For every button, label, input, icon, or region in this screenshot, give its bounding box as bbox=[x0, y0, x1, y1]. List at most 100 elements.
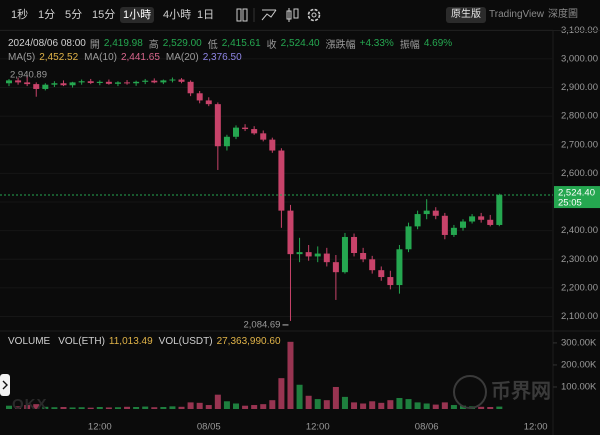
volume-bar bbox=[60, 407, 67, 409]
candle-body bbox=[233, 127, 239, 137]
candle-body bbox=[332, 262, 339, 273]
candle-body bbox=[223, 136, 230, 147]
draw-icon[interactable] bbox=[261, 9, 277, 21]
ma-value: 2,452.52 bbox=[39, 51, 79, 63]
view-tab[interactable]: TradingView bbox=[489, 9, 545, 20]
volume-bar bbox=[69, 407, 76, 409]
volume-bar bbox=[305, 395, 312, 409]
volume-bar bbox=[205, 405, 212, 409]
volume-bar bbox=[87, 407, 94, 409]
candle-body bbox=[160, 80, 167, 83]
y-tick-label: 2,300.00 bbox=[561, 254, 598, 265]
volume-bar bbox=[160, 407, 167, 409]
interval-tab[interactable]: 1小時 bbox=[120, 7, 155, 23]
interval-tab[interactable]: 1日 bbox=[197, 9, 215, 21]
candle-body bbox=[441, 215, 448, 235]
toolbar: 1秒 1分 5分 15分 1小時 4小時 1日 原生版 TradingView 深度圖 bbox=[0, 0, 600, 31]
high-label: 2,940.89 bbox=[10, 69, 47, 80]
volume-bar bbox=[278, 378, 285, 409]
volume-bar bbox=[450, 405, 457, 409]
candle-body bbox=[405, 226, 412, 250]
volume-bar bbox=[423, 403, 430, 409]
candle-body bbox=[414, 214, 421, 227]
candle-icon[interactable] bbox=[286, 8, 299, 22]
candle-body bbox=[78, 81, 85, 83]
candle-body bbox=[496, 195, 503, 225]
y-tick-label: 3,000.00 bbox=[561, 53, 598, 64]
candle-body bbox=[51, 83, 58, 85]
view-tab[interactable]: 原生版 bbox=[446, 7, 486, 23]
y-tick-label: 2,100.00 bbox=[561, 311, 598, 322]
candle-body bbox=[305, 252, 312, 257]
indicator-icon[interactable] bbox=[236, 8, 248, 22]
volume-bar bbox=[441, 402, 448, 409]
collapse-button[interactable] bbox=[0, 374, 10, 396]
candle-body bbox=[214, 104, 221, 147]
volume-bar bbox=[323, 400, 330, 409]
ma-value: 2,376.50 bbox=[202, 51, 242, 63]
info-label: 收 bbox=[266, 39, 277, 51]
volume-info: VOLUME VOL(ETH) 11,013.49 VOL(USDT) 27,363,9… bbox=[8, 334, 283, 348]
info-value: 2,529.00 bbox=[162, 37, 202, 49]
candle-body bbox=[251, 129, 258, 134]
ma-info: MA(5) 2,452.52 MA(10) 2,441.65 MA(20) 2,376.5… bbox=[8, 50, 244, 64]
info-value: 4.69% bbox=[423, 37, 453, 49]
volume-bar bbox=[133, 407, 140, 409]
candle-body bbox=[60, 83, 67, 86]
volume-bar bbox=[478, 406, 485, 409]
interval-tab[interactable]: 4小時 bbox=[163, 9, 192, 21]
info-label: 漲跌幅 bbox=[325, 39, 356, 51]
view-tab[interactable]: 深度圖 bbox=[548, 9, 578, 20]
interval-tab[interactable]: 1秒 bbox=[11, 9, 29, 21]
chevron-icon bbox=[2, 380, 8, 390]
icon-part bbox=[261, 9, 277, 21]
volume-value: 27,363,990.60 bbox=[216, 335, 281, 347]
volume-bar bbox=[487, 407, 494, 409]
candle-body bbox=[133, 81, 140, 84]
volume-bar bbox=[96, 407, 103, 409]
candle-body bbox=[341, 236, 348, 273]
volume-bar bbox=[496, 406, 503, 409]
candle-body bbox=[369, 259, 376, 271]
x-tick-label: 12:00 bbox=[524, 422, 548, 433]
candle-body bbox=[378, 270, 385, 278]
volume-bar bbox=[396, 397, 403, 409]
candle-body bbox=[360, 253, 367, 260]
candle-body bbox=[178, 79, 185, 82]
y-tick-label: 200.00K bbox=[561, 359, 597, 370]
icon-part bbox=[293, 8, 299, 19]
volume-bar bbox=[105, 407, 112, 409]
info-label: 低 bbox=[207, 39, 218, 51]
ma-label: MA(20) bbox=[165, 51, 199, 63]
info-value: 2,524.40 bbox=[280, 37, 320, 49]
interval-tab[interactable]: 15分 bbox=[92, 9, 116, 21]
volume-bar bbox=[269, 400, 276, 409]
volume-bar bbox=[414, 402, 421, 409]
volume-bar bbox=[24, 405, 31, 409]
button-bg bbox=[0, 374, 10, 396]
y-tick-label: 2,400.00 bbox=[561, 225, 598, 236]
volume-bar bbox=[432, 404, 439, 409]
volume-bar bbox=[223, 401, 230, 409]
candle-body bbox=[187, 81, 194, 94]
volume-bar bbox=[233, 403, 239, 409]
candle-body bbox=[196, 93, 203, 101]
watermark-logo bbox=[453, 375, 487, 409]
x-tick-label: 12:00 bbox=[88, 422, 112, 433]
countdown: 25:05 bbox=[558, 198, 582, 209]
low-label: 2,084.69 bbox=[243, 319, 280, 330]
info-datetime: 2024/08/06 08:00 bbox=[8, 37, 86, 49]
volume-bar bbox=[6, 405, 12, 409]
candle-body bbox=[450, 227, 457, 235]
candle-body bbox=[169, 79, 176, 81]
volume-bar bbox=[378, 402, 385, 409]
interval-tab[interactable]: 5分 bbox=[65, 9, 83, 21]
info-value: 2,415.61 bbox=[221, 37, 261, 49]
settings-icon[interactable] bbox=[307, 8, 321, 22]
volume-bar bbox=[142, 406, 149, 409]
interval-tab[interactable]: 1分 bbox=[38, 9, 56, 21]
ma-label: MA(10) bbox=[84, 51, 117, 63]
volume-bar bbox=[42, 406, 49, 409]
volume-bar bbox=[187, 402, 194, 409]
candle-body bbox=[387, 277, 394, 286]
